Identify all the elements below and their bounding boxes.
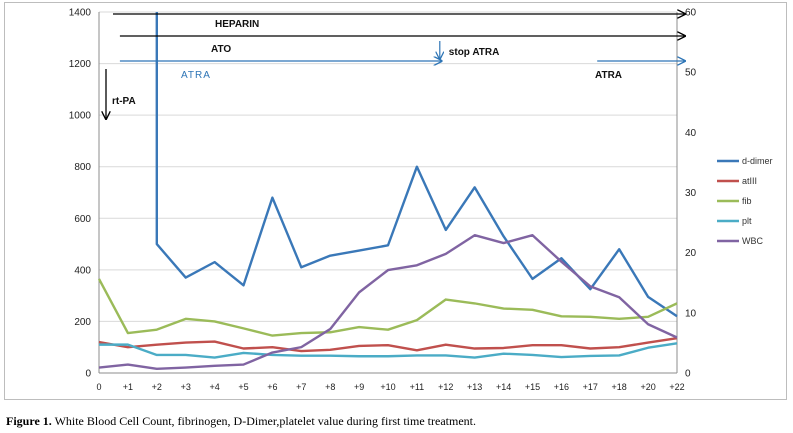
y-right-tick-label: 30 [685, 188, 697, 199]
y-left-tick-label: 1000 [69, 111, 92, 122]
legend-label-plt: plt [742, 216, 752, 226]
stop-atra-label: stop ATRA [449, 47, 500, 58]
x-tick-label: +6 [267, 382, 277, 392]
y-right-tick-label: 20 [685, 248, 697, 259]
y-left-tick-label: 600 [74, 214, 91, 225]
x-tick-label: +2 [152, 382, 162, 392]
series-line-atiii [98, 337, 678, 353]
x-tick-label: +3 [181, 382, 191, 392]
y-left-tick-label: 400 [74, 265, 91, 276]
x-tick-label: +9 [354, 382, 364, 392]
x-tick-label: +7 [296, 382, 306, 392]
figure-caption: Figure 1. White Blood Cell Count, fibrin… [6, 414, 476, 429]
x-tick-label: +17 [583, 382, 598, 392]
x-tick-label: +4 [209, 382, 219, 392]
y-right-tick-label: 10 [685, 308, 697, 319]
y-left-tick-label: 1400 [69, 8, 92, 19]
legend-label-atiii: atIII [742, 176, 757, 186]
x-tick-label: +14 [496, 382, 511, 392]
y-left-tick-label: 1200 [69, 59, 92, 70]
y-right-tick-label: 60 [685, 8, 697, 19]
y-left-tick-label: 0 [85, 369, 91, 380]
caption-label: Figure 1. [6, 414, 52, 428]
y-right-tick-label: 0 [685, 369, 691, 380]
atra-label-2: ATRA [595, 70, 622, 81]
chart-frame: 0 200 400 600 800 1000 1200 1400 0 10 20 30 40 50 60 0 +… [4, 2, 787, 400]
x-tick-label: +10 [380, 382, 395, 392]
series-line-fib [97, 278, 678, 337]
caption-text: White Blood Cell Count, fibrinogen, D-Di… [51, 414, 476, 428]
legend-layer: d-dimer atIII fib plt WBC [717, 156, 773, 246]
x-tick-label: +20 [640, 382, 655, 392]
heparin-label: HEPARIN [215, 19, 259, 30]
x-tick-label: +13 [467, 382, 482, 392]
x-tick-label: +18 [612, 382, 627, 392]
ato-label: ATO [211, 44, 231, 55]
y-right-tick-label: 50 [685, 68, 697, 79]
x-tick-label: +22 [669, 382, 684, 392]
series-line-plt [99, 342, 678, 359]
legend-label-wbc: WBC [742, 236, 763, 246]
series-line-d-dimer [155, 12, 678, 318]
x-tick-label: +8 [325, 382, 335, 392]
x-tick-label: +11 [410, 382, 425, 392]
x-tick-label: +1 [123, 382, 133, 392]
y-left-tick-label: 200 [74, 317, 91, 328]
atra-label-1: ATRA [181, 70, 211, 81]
y-left-tick-label: 800 [74, 162, 91, 173]
rt-pa-label: rt-PA [112, 96, 136, 107]
x-tick-label: +16 [554, 382, 569, 392]
y-right-tick-label: 40 [685, 128, 697, 139]
x-tick-label: 0 [96, 382, 101, 392]
legend-label-fib: fib [742, 196, 752, 206]
x-tick-label: +15 [525, 382, 540, 392]
x-tick-label: +5 [238, 382, 248, 392]
legend-label-d-dimer: d-dimer [742, 156, 773, 166]
grid-layer [99, 11, 677, 322]
x-tick-label: +12 [438, 382, 453, 392]
series-layer [97, 12, 678, 370]
annotation-layer: HEPARIN ATO ATRA stop ATRA ATRA rt-PA [106, 14, 685, 119]
series-line-wbc [98, 234, 678, 370]
